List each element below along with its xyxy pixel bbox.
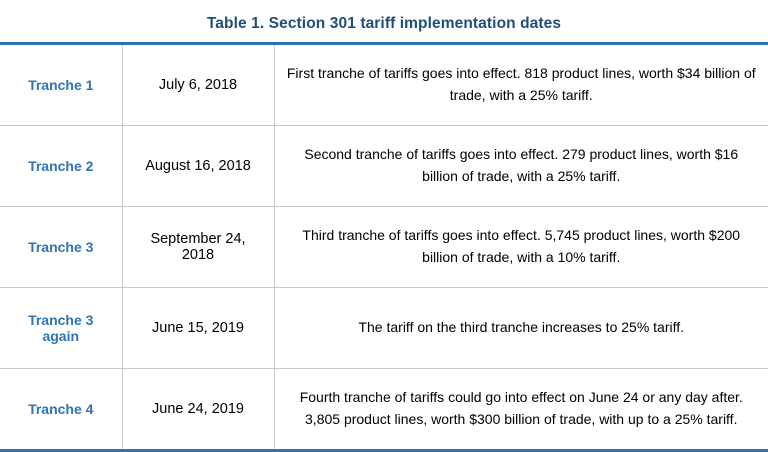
tranche-cell: Tranche 4 — [0, 368, 123, 451]
tranche-cell: Tranche 3 again — [0, 287, 123, 369]
date-cell: July 6, 2018 — [121, 43, 275, 126]
table-row: Tranche 3 September 24, 2018 Third tranc… — [0, 206, 768, 288]
tariff-table: Tranche 1 July 6, 2018 First tranche of … — [0, 42, 768, 452]
tranche-cell: Tranche 2 — [0, 125, 123, 207]
description-cell: Fourth tranche of tariffs could go into … — [273, 368, 768, 451]
tranche-cell: Tranche 1 — [0, 43, 123, 126]
table-row: Tranche 3 again June 15, 2019 The tariff… — [0, 287, 768, 369]
table-row: Tranche 1 July 6, 2018 First tranche of … — [0, 43, 768, 126]
description-cell: First tranche of tariffs goes into effec… — [273, 43, 768, 126]
description-cell: Second tranche of tariffs goes into effe… — [273, 125, 768, 207]
table-row: Tranche 4 June 24, 2019 Fourth tranche o… — [0, 368, 768, 451]
date-cell: June 24, 2019 — [121, 368, 275, 451]
table-title: Table 1. Section 301 tariff implementati… — [206, 15, 562, 32]
date-cell: August 16, 2018 — [121, 125, 275, 207]
date-cell: June 15, 2019 — [121, 287, 275, 369]
table-row: Tranche 2 August 16, 2018 Second tranche… — [0, 125, 768, 207]
description-cell: Third tranche of tariffs goes into effec… — [273, 206, 768, 288]
date-cell: September 24, 2018 — [121, 206, 275, 288]
description-cell: The tariff on the third tranche increase… — [273, 287, 768, 369]
tranche-cell: Tranche 3 — [0, 206, 123, 288]
